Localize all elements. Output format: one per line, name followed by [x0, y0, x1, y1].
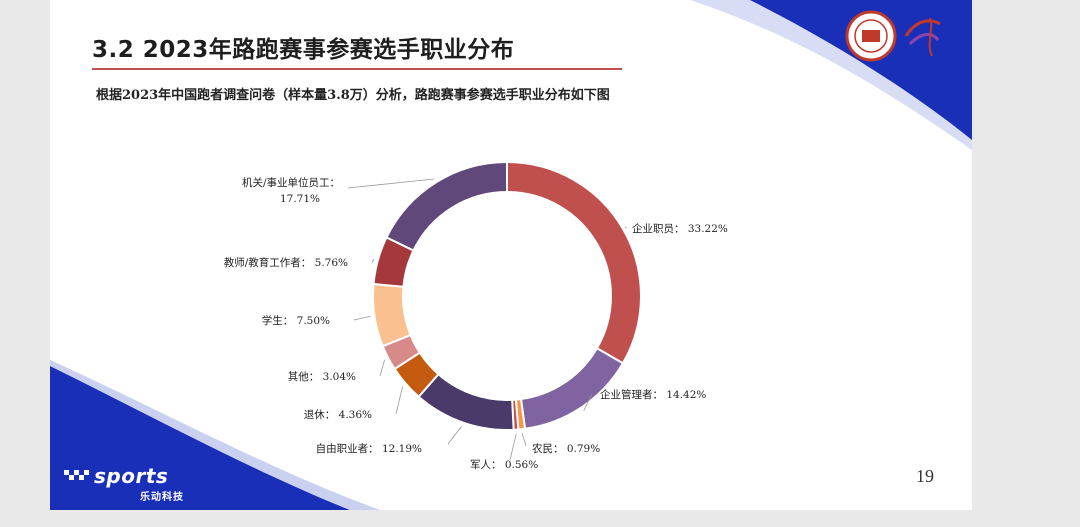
- top-right-banner: [690, 0, 972, 150]
- leader-line: [371, 258, 375, 263]
- page-subtitle: 根据2023年中国跑者调查问卷（样本量3.8万）分析，路跑赛事参赛选手职业分布如…: [96, 88, 610, 103]
- slice-label: 企业职员： 33.22%: [632, 222, 728, 235]
- title-rule: [92, 68, 622, 70]
- page-number: 19: [916, 466, 934, 486]
- leader-line: [509, 433, 517, 461]
- slice-label: 教师/教育工作者： 5.76%: [224, 256, 348, 269]
- leader-line: [395, 386, 404, 415]
- leader-line: [347, 178, 434, 189]
- donut-slice: [372, 282, 412, 348]
- donut-slice: [506, 160, 642, 365]
- slice-label: 机关/事业单位员工： 17.71%: [242, 176, 340, 205]
- brand-name: sports: [94, 464, 169, 488]
- donut-slice: [385, 160, 508, 252]
- slice-label: 其他： 3.04%: [288, 370, 356, 383]
- leader-line: [447, 426, 462, 445]
- leader-line: [583, 393, 593, 411]
- slice-label: 军人： 0.56%: [470, 459, 538, 471]
- slice-label: 企业管理者： 14.42%: [600, 388, 706, 401]
- leader-line: [521, 433, 527, 447]
- page-title: 3.2 2023年路跑赛事参赛选手职业分布: [92, 37, 515, 63]
- leader-line: [624, 226, 627, 229]
- slice-label: 自由职业者： 12.19%: [316, 442, 422, 455]
- slice-label: 学生： 7.50%: [262, 314, 330, 327]
- association-seal-logo: [845, 10, 897, 62]
- ribbon-runner-logo: [904, 17, 941, 57]
- leader-line: [353, 315, 371, 321]
- slide: 3.2 2023年路跑赛事参赛选手职业分布 根据2023年中国跑者调查问卷（样本…: [50, 0, 972, 510]
- slice-label: 退休： 4.36%: [304, 409, 372, 421]
- brand-subtitle: 乐动科技: [140, 492, 184, 503]
- occupation-donut-chart: 企业职员： 33.22% 企业管理者： 14.42% 农民： 0.79% 军人： 0.…: [224, 160, 728, 471]
- donut-slice: [417, 372, 515, 431]
- bottom-left-banner: [50, 360, 380, 510]
- checkered-flag-icon: [64, 470, 89, 480]
- slice-label: 农民： 0.79%: [532, 442, 600, 455]
- brand-logo: sports 乐动科技: [64, 464, 214, 504]
- leader-line: [379, 359, 385, 377]
